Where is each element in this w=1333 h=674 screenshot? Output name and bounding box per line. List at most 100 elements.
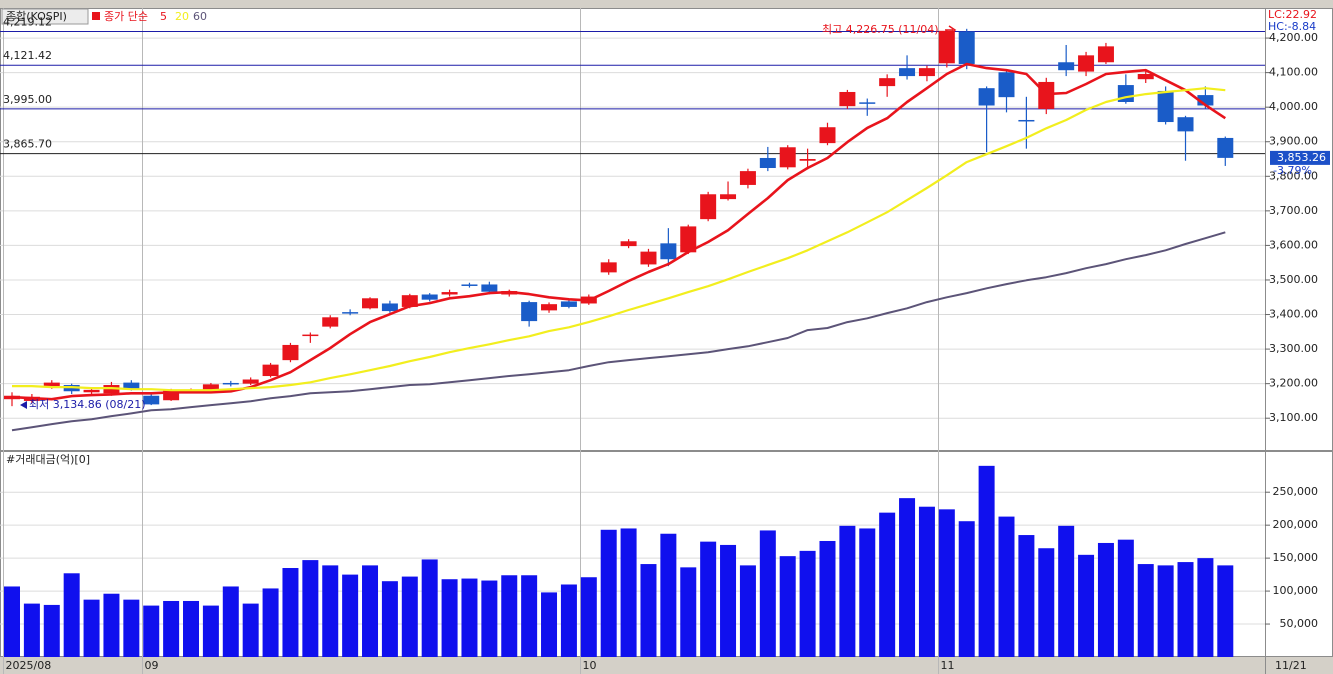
volume-bar — [381, 581, 398, 657]
volume-bar — [720, 544, 737, 657]
reference-label: 3,995.00 — [3, 93, 52, 106]
candle-body — [342, 312, 359, 314]
volume-bar — [680, 567, 697, 657]
candle-body — [759, 157, 776, 169]
candle-body — [819, 127, 836, 144]
x-tick-label: 11 — [941, 659, 955, 672]
volume-bar — [978, 465, 995, 657]
volume-bar — [660, 533, 677, 657]
volume-bar — [83, 599, 100, 657]
y-tick-label: 4,100.00 — [1269, 66, 1318, 79]
legend-entry: 60 — [193, 10, 207, 23]
candle-body — [262, 364, 279, 377]
x-tick-label: 10 — [583, 659, 597, 672]
candle-body — [83, 389, 100, 393]
candle-body — [1217, 137, 1234, 158]
volume-bar — [123, 599, 140, 657]
y-tick-label: 3,600.00 — [1269, 238, 1318, 251]
volume-bar — [322, 565, 339, 657]
volume-bar — [700, 541, 717, 657]
volume-bar — [302, 560, 319, 657]
volume-bar — [1117, 539, 1134, 657]
volume-bar — [202, 605, 219, 657]
volume-bar — [918, 506, 935, 657]
candle-body — [521, 302, 538, 322]
volume-bar — [441, 579, 458, 657]
volume-bar — [899, 498, 916, 657]
reference-label: 3,865.70 — [3, 138, 52, 151]
volume-bar — [779, 556, 796, 657]
volume-bar — [560, 584, 577, 657]
candle-body — [1097, 46, 1114, 63]
high-annotation: 최고 4,226.75 (11/04) — [822, 23, 939, 36]
legend-entry: 20 — [175, 10, 189, 23]
volume-bar — [262, 588, 279, 657]
volume-bar — [481, 580, 498, 657]
low-arrow — [20, 401, 27, 409]
candle-body — [879, 78, 896, 87]
volume-bar — [859, 528, 876, 657]
candle-body — [282, 344, 299, 361]
volume-bar — [421, 559, 438, 657]
volume-bar — [640, 564, 657, 657]
y-tick-label: 3,800.00 — [1269, 169, 1318, 182]
volume-bar — [501, 575, 518, 657]
candle-body — [1137, 74, 1154, 80]
candle-body — [1018, 119, 1035, 122]
y-tick-label: 100,000 — [1273, 584, 1319, 597]
legend-entry: 5 — [160, 10, 167, 23]
volume-bar — [799, 550, 816, 657]
candle-body — [123, 382, 140, 389]
candle-body — [421, 294, 438, 300]
candle-body — [700, 194, 717, 220]
candle-body — [1177, 117, 1194, 132]
y-tick-label: 3,700.00 — [1269, 204, 1318, 217]
candle-body — [600, 262, 617, 273]
x-tick-label: 09 — [145, 659, 159, 672]
volume-bar — [1078, 554, 1095, 657]
indicator: LC:22.92 — [1268, 8, 1317, 21]
candle-body — [163, 390, 180, 401]
volume-bar — [521, 575, 538, 657]
ma-line — [12, 87, 1226, 392]
candle-body — [1197, 95, 1214, 106]
legend-swatch — [92, 12, 100, 20]
candle-body — [1038, 81, 1055, 109]
candle-body — [441, 292, 458, 295]
x-tick-label: 2025/08 — [6, 659, 52, 672]
volume-bar — [222, 586, 239, 657]
candle-body — [839, 91, 856, 107]
volume-bar — [739, 565, 756, 657]
candle-body — [222, 382, 239, 385]
symbol-chip — [1, 8, 89, 25]
candle-body — [779, 147, 796, 168]
candle-body — [381, 303, 398, 312]
candle-body — [1157, 90, 1174, 123]
volume-bar — [1038, 548, 1055, 657]
candle-body — [620, 241, 637, 247]
volume-bar — [580, 577, 597, 657]
volume-bar — [63, 573, 80, 657]
volume-bar — [620, 528, 637, 657]
y-tick-label: 150,000 — [1273, 551, 1319, 564]
candle-body — [202, 384, 219, 391]
candle-body — [43, 382, 60, 388]
y-tick-label: 3,100.00 — [1269, 411, 1318, 424]
volume-bar — [163, 600, 180, 657]
candle-body — [680, 226, 697, 253]
volume-bar — [401, 576, 418, 657]
volume-bar — [183, 600, 200, 657]
volume-bar — [342, 574, 359, 657]
volume-bar — [819, 540, 836, 657]
current-price-box — [1270, 150, 1330, 165]
candle-body — [720, 194, 737, 200]
ma-line — [11, 62, 1227, 401]
y-tick-label: 250,000 — [1273, 485, 1319, 498]
low-annotation: 최저 3,134.86 (08/21) — [29, 398, 146, 411]
volume-bar — [23, 603, 40, 657]
y-tick-label: 4,000.00 — [1269, 100, 1318, 113]
candle-body — [958, 31, 975, 64]
volume-bar — [541, 592, 558, 657]
